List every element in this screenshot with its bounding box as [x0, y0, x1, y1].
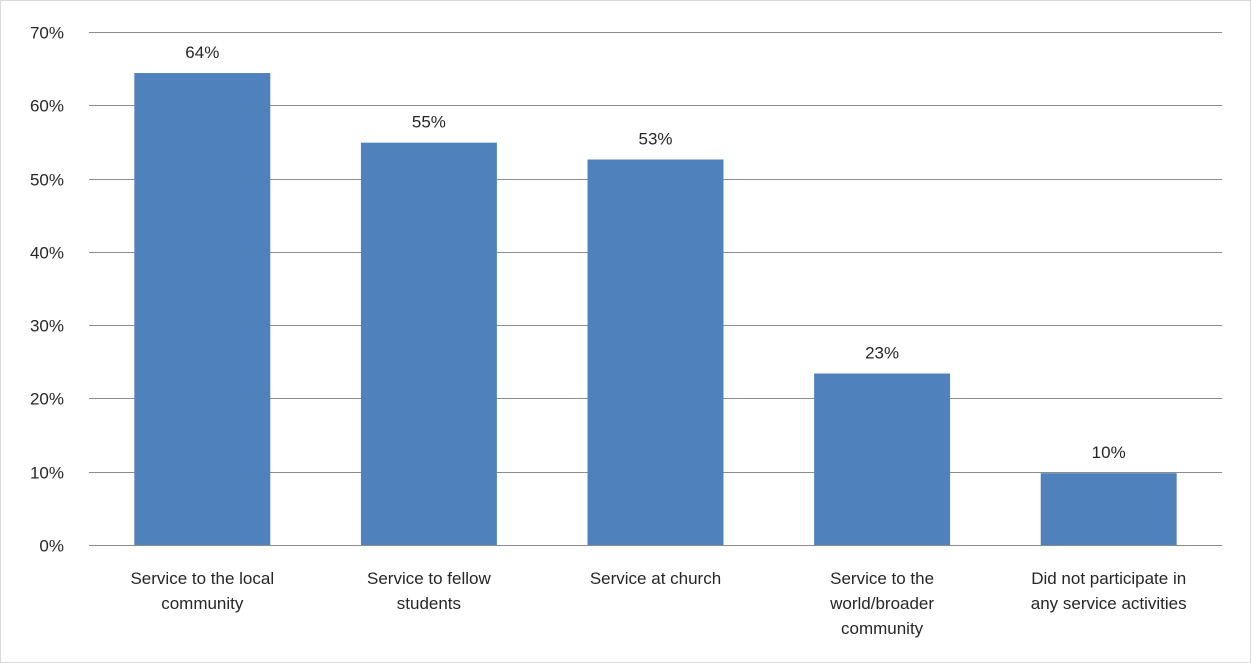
bar-2: [360, 142, 497, 545]
data-labels: 64% 55% 53% 23% 10%: [185, 43, 1125, 462]
category-label-1: Service to the local community: [130, 569, 274, 613]
data-label-3: 53%: [638, 130, 672, 149]
bar-3: [587, 159, 724, 545]
y-axis: 0% 10% 20% 30% 40% 50% 60% 70%: [30, 24, 64, 556]
category-label-line: Service to the local: [130, 569, 274, 588]
category-label-4: Service to the world/broader community: [829, 569, 934, 638]
category-label-line: any service activities: [1031, 594, 1187, 613]
y-tick-label: 70%: [30, 24, 64, 43]
y-tick-label: 50%: [30, 171, 64, 190]
data-label-2: 55%: [412, 113, 446, 132]
y-tick-label: 0%: [39, 537, 64, 556]
category-label-line: Service to fellow: [367, 569, 491, 588]
category-label-line: Service at church: [590, 569, 721, 588]
category-label-line: community: [841, 619, 924, 638]
y-tick-label: 60%: [30, 97, 64, 116]
bar-1: [134, 73, 271, 545]
category-label-line: Did not participate in: [1031, 569, 1186, 588]
category-label-3: Service at church: [590, 569, 721, 588]
data-label-5: 10%: [1092, 443, 1126, 462]
category-label-2: Service to fellow students: [367, 569, 491, 613]
y-tick-label: 20%: [30, 390, 64, 409]
data-label-1: 64%: [185, 43, 219, 62]
bar-5: [1040, 473, 1177, 545]
data-label-4: 23%: [865, 344, 899, 363]
category-label-line: community: [161, 594, 244, 613]
y-tick-label: 30%: [30, 317, 64, 336]
y-tick-label: 40%: [30, 244, 64, 263]
category-label-line: students: [397, 594, 461, 613]
y-tick-label: 10%: [30, 464, 64, 483]
category-label-5: Did not participate in any service activi…: [1031, 569, 1187, 613]
category-label-line: world/broader: [829, 594, 934, 613]
bars: [134, 73, 1177, 545]
category-label-line: Service to the: [830, 569, 934, 588]
bar-4: [814, 373, 951, 545]
